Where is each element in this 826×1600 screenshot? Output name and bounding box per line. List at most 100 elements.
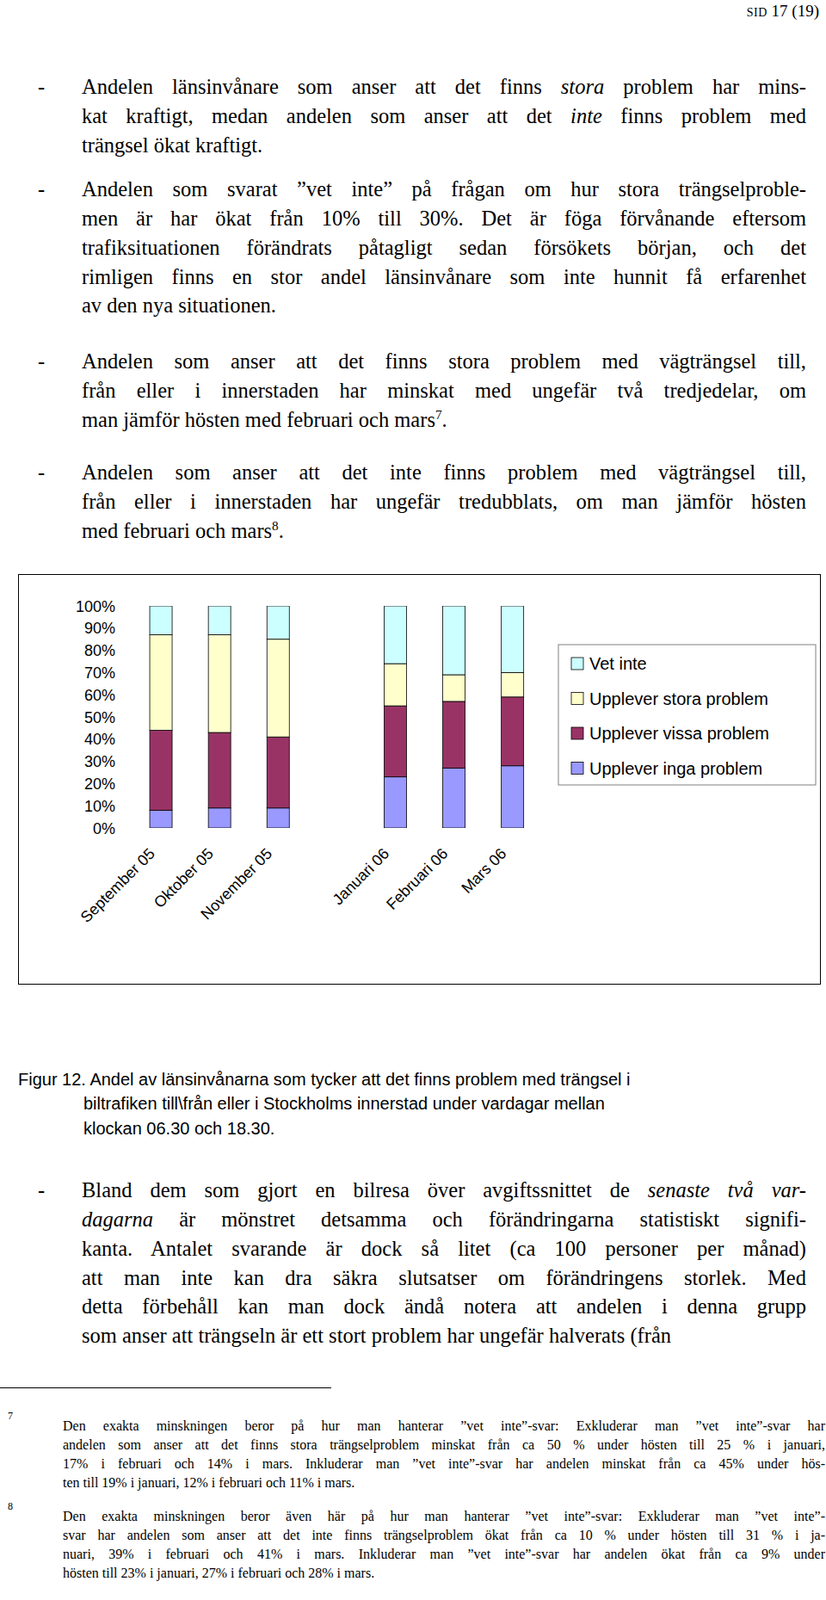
- bar-segment: [208, 807, 231, 828]
- bullet-marker: -: [37, 457, 45, 487]
- text-run: kanta. Antalet svarande är dock så litet…: [81, 1236, 807, 1260]
- text-run: trängsel ökat kraftigt.: [81, 133, 263, 157]
- text-run: med februari och mars: [81, 518, 272, 543]
- text-run: stora: [560, 74, 605, 99]
- x-tick-label: November 05: [197, 844, 277, 924]
- bullet-marker: -: [37, 346, 45, 377]
- text-line: att man inte kan dra säkra slutsatser om…: [81, 1263, 807, 1293]
- text-run: .: [442, 407, 448, 432]
- bar-segment: [149, 605, 173, 635]
- caption-line: Figur 12. Andel av länsinvånarna som tyc…: [18, 1066, 630, 1092]
- text-line: Bland dem som gjort en bilresa över avgi…: [81, 1175, 807, 1205]
- bar-segment: [383, 605, 407, 664]
- text-run: från eller i innerstaden har minskat med…: [81, 378, 807, 402]
- page-header-label: SID: [746, 6, 768, 19]
- legend-swatch: [571, 657, 584, 670]
- footnote-line: 17% i februari och 14% i mars. Inkludera…: [62, 1454, 826, 1474]
- footnote-number: 8: [7, 1499, 13, 1513]
- y-tick-label: 90%: [84, 619, 116, 637]
- x-tick-label: Februari 06: [382, 844, 451, 913]
- text-run: från eller i innerstaden har ungefär tre…: [81, 489, 807, 513]
- bar-segment: [383, 663, 407, 706]
- page-header-number: 17 (19): [771, 1, 820, 20]
- bar-segment: [443, 767, 466, 828]
- chart: 0% 10% 20% 30% 40% 50% 60% 70% 80% 90% 100% Septemb…: [18, 573, 821, 985]
- legend-label: Vet inte: [589, 653, 648, 673]
- x-tick-label: Mars 06: [457, 844, 510, 897]
- y-tick-label: 0%: [92, 819, 116, 838]
- bar-segment: [383, 776, 407, 828]
- bar-segment: [501, 671, 524, 697]
- bar-segment: [266, 807, 290, 828]
- footnote-line: Den exakta minskningen beror även här på…: [62, 1506, 826, 1526]
- text-run: rimligen finns en stor andel länsinvånar…: [81, 265, 807, 289]
- text-line: som anser att trängseln är ett stort pro…: [81, 1320, 807, 1350]
- bar-segment: [208, 634, 231, 734]
- bar-segment: [501, 765, 524, 828]
- legend: Vet inteUpplever stora problemUpplever v…: [558, 644, 816, 785]
- page-header: SID 17 (19): [746, 1, 820, 21]
- caption-line: klockan 06.30 och 18.30.: [83, 1115, 275, 1141]
- bar-segment: [266, 605, 290, 640]
- bar-segment: [149, 809, 173, 828]
- text-run: kat kraftigt, medan andelen som anser at…: [81, 104, 571, 128]
- y-tick-label: 70%: [84, 664, 116, 682]
- text-line: kanta. Antalet svarande är dock så litet…: [81, 1233, 807, 1264]
- text-run: är mönstret detsamma och förändringarna …: [153, 1207, 807, 1231]
- text-line: Andelen som anser att det inte finns pro…: [81, 457, 807, 487]
- bar-segment: [383, 705, 407, 777]
- y-tick-label: 30%: [84, 752, 116, 771]
- y-tick-label: 80%: [84, 641, 116, 660]
- bullet-marker: -: [37, 174, 45, 204]
- text-run: Bland dem som gjort en bilresa över avgi…: [81, 1177, 648, 1202]
- footnote-ref: 7: [435, 406, 443, 422]
- footnote-number: 7: [7, 1409, 13, 1423]
- bar-segment: [501, 605, 524, 672]
- text-run: dagarna: [81, 1207, 154, 1231]
- text-line: trafiksituationen förändrats påtagligt s…: [81, 233, 807, 263]
- text-line: trängsel ökat kraftigt.: [81, 130, 807, 161]
- footnote-ref: 8: [271, 517, 279, 533]
- x-tick-label: Januari 06: [329, 844, 394, 909]
- y-tick-label: 60%: [84, 686, 116, 704]
- text-line: Andelen länsinvånare som anser att det f…: [81, 72, 807, 102]
- x-tick-label: September 05: [77, 844, 159, 926]
- text-run: problem har mins-: [604, 74, 807, 99]
- footnote-line: hösten till 23% i januari, 27% i februar…: [62, 1563, 826, 1583]
- y-tick-label: 40%: [84, 730, 116, 748]
- footnote-line: ten till 19% i januari, 12% i februari o…: [62, 1473, 826, 1492]
- footnote-line: Den exakta minskningen beror på hur man …: [62, 1416, 826, 1436]
- legend-label: Upplever inga problem: [589, 758, 763, 778]
- bar-segment: [266, 639, 290, 738]
- text-run: inte: [570, 104, 603, 128]
- bar-segment: [443, 605, 466, 675]
- y-tick-label: 20%: [84, 775, 116, 793]
- y-tick-label: 50%: [84, 708, 116, 727]
- text-line: men är har ökat från 10% till 30%. Det ä…: [81, 203, 807, 234]
- y-tick-label: 10%: [84, 797, 116, 815]
- bar-segment: [208, 732, 231, 808]
- footnote-line: nuari, 39% i februari och 41% i mars. In…: [62, 1544, 826, 1564]
- bullet-marker: -: [37, 1175, 45, 1205]
- text-run: av den nya situationen.: [81, 293, 277, 317]
- bar-segment: [149, 729, 173, 810]
- y-tick-label: 100%: [75, 597, 116, 616]
- text-line: detta förbehåll kan man dock ändå notera…: [81, 1291, 807, 1321]
- text-line: Andelen som svarat ”vet inte” på frågan …: [81, 174, 807, 204]
- text-line: med februari och mars8.: [81, 516, 807, 546]
- text-run: Andelen länsinvånare som anser att det f…: [81, 74, 561, 99]
- bullet-marker: -: [37, 72, 45, 102]
- text-run: Andelen som anser att det inte finns pro…: [81, 460, 807, 484]
- footnote-line: andelen som anser att det finns stora tr…: [62, 1435, 826, 1455]
- text-line: från eller i innerstaden har ungefär tre…: [81, 486, 807, 517]
- bar-segment: [266, 736, 290, 808]
- text-run: man jämför hösten med februari och mars: [81, 407, 436, 432]
- caption-line: biltrafiken till\från eller i Stockholms…: [83, 1091, 605, 1116]
- legend-swatch: [571, 727, 584, 740]
- footnote-separator: [0, 1386, 332, 1388]
- legend-swatch: [571, 692, 584, 705]
- text-line: av den nya situationen.: [81, 290, 807, 321]
- text-run: trafiksituationen förändrats påtagligt s…: [81, 235, 807, 259]
- text-run: som anser att trängseln är ett stort pro…: [81, 1323, 672, 1347]
- text-run: senaste två var-: [647, 1177, 807, 1202]
